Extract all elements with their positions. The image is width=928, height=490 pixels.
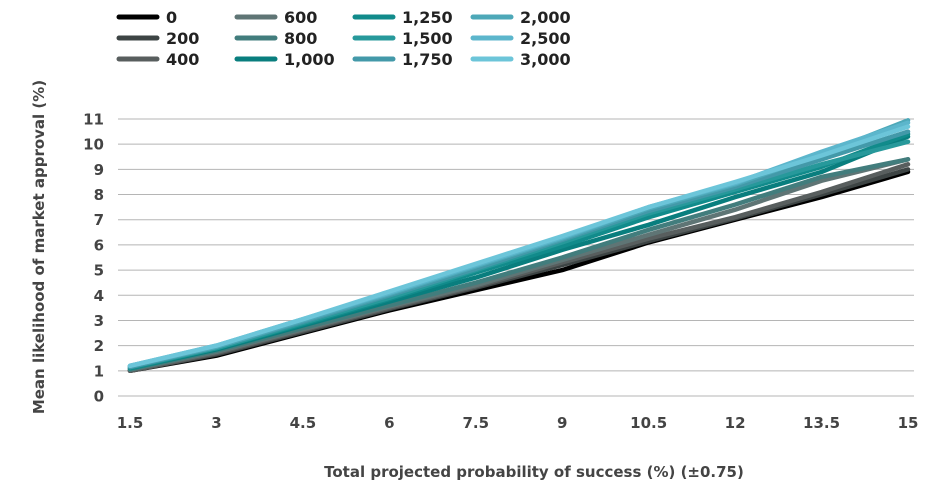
y-tick-label: 10 xyxy=(83,136,104,154)
x-tick-label: 10.5 xyxy=(630,414,667,432)
legend-label: 600 xyxy=(284,8,317,27)
legend-label: 1,250 xyxy=(402,8,453,27)
legend-label: 2,500 xyxy=(520,29,571,48)
legend: 0 200 400 600 800 1,000 1,250 1,500 1,750 2,000 2,… xyxy=(116,8,571,69)
x-tick-label: 6 xyxy=(384,414,394,432)
series-line xyxy=(127,124,911,369)
x-tick-label: 13.5 xyxy=(803,414,840,432)
y-tick-label: 0 xyxy=(94,388,104,406)
x-tick-label: 12 xyxy=(725,414,746,432)
y-tick-label: 8 xyxy=(94,186,104,204)
y-axis-ticks: 0 1 2 3 4 5 6 7 8 9 10 11 xyxy=(83,111,104,406)
y-tick-label: 2 xyxy=(94,337,104,355)
x-tick-label: 3 xyxy=(211,414,221,432)
x-tick-label: 4.5 xyxy=(290,414,317,432)
series-line xyxy=(127,120,911,369)
legend-label: 3,000 xyxy=(520,50,571,69)
y-tick-label: 4 xyxy=(94,287,104,305)
legend-label: 200 xyxy=(166,29,199,48)
y-tick-label: 5 xyxy=(94,262,104,280)
series-lines xyxy=(127,118,911,374)
y-axis-title: Mean likelihood of market approval (%) xyxy=(30,80,48,414)
y-tick-label: 11 xyxy=(83,111,104,129)
legend-label: 1,000 xyxy=(284,50,335,69)
x-tick-label: 7.5 xyxy=(462,414,489,432)
x-tick-label: 9 xyxy=(557,414,567,432)
legend-label: 0 xyxy=(166,8,177,27)
x-axis-title: Total projected probability of success (… xyxy=(324,463,744,481)
x-tick-label: 15 xyxy=(898,414,919,432)
y-tick-label: 9 xyxy=(94,161,104,179)
series-line xyxy=(127,118,911,369)
y-tick-label: 6 xyxy=(94,236,104,254)
x-tick-label: 1.5 xyxy=(117,414,144,432)
x-axis-ticks: 1.5 3 4.5 6 7.5 9 10.5 12 13.5 15 xyxy=(117,414,919,432)
legend-label: 1,500 xyxy=(402,29,453,48)
y-tick-label: 3 xyxy=(94,312,104,330)
legend-label: 1,750 xyxy=(402,50,453,69)
y-tick-label: 7 xyxy=(94,211,104,229)
legend-label: 400 xyxy=(166,50,199,69)
y-tick-label: 1 xyxy=(94,362,104,380)
legend-label: 800 xyxy=(284,29,317,48)
legend-label: 2,000 xyxy=(520,8,571,27)
